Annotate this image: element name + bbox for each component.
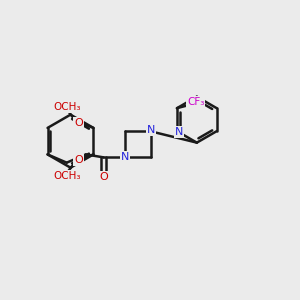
Text: O: O (99, 172, 108, 182)
Text: CF₃: CF₃ (187, 97, 205, 107)
Text: N: N (147, 125, 155, 135)
Text: O: O (74, 118, 83, 128)
Text: OCH₃: OCH₃ (54, 171, 81, 181)
Text: O: O (74, 155, 83, 165)
Text: N: N (175, 127, 183, 137)
Text: N: N (121, 152, 129, 162)
Text: OCH₃: OCH₃ (54, 102, 81, 112)
